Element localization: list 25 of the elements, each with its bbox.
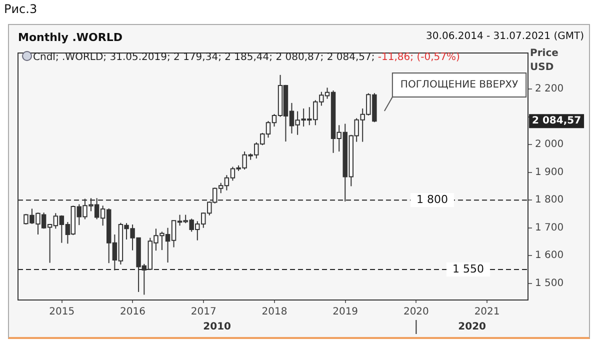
ref-line-label: 1 550 — [452, 262, 484, 276]
chart-subtitle: 30.06.2014 - 31.07.2021 (GMT) — [426, 31, 584, 42]
text: 2 084,57 — [532, 116, 582, 127]
text: Cndl; .WORLD; 31.05.2019; 2 179,34; 2 185,44; 2 080,87; 2 084,57; -11,86; (-0,57%) — [33, 52, 460, 63]
x-tick-label: 2018 — [262, 306, 288, 318]
y-tick-label: 1 500 — [535, 278, 564, 289]
text: Рис.3 — [4, 2, 38, 16]
x-tick-label: 2016 — [120, 306, 146, 318]
y-tick-label: 1 900 — [535, 166, 564, 178]
x-tick-label: 2020 — [403, 306, 429, 318]
y-tick-label: 1 800 — [535, 194, 564, 206]
ref-line-label: 1 800 — [416, 192, 448, 206]
y-axis-title: Price USD — [530, 47, 560, 75]
y-tick-label: 2 200 — [535, 84, 564, 95]
x-tick-label: 2015 — [49, 306, 75, 318]
y-tick-label: 2 000 — [535, 139, 564, 150]
y-tick-label: 1 600 — [535, 250, 564, 262]
annotation: ПОГЛОЩЕНИЕ ВВЕРХУ — [400, 80, 518, 91]
text: 2020 — [458, 322, 486, 333]
x-tick-label: 2017 — [190, 306, 216, 318]
x-tick-label: 2019 — [332, 306, 358, 318]
y-tick-label: 1 700 — [535, 222, 564, 234]
x-tick-label: 2021 — [474, 306, 500, 318]
chart-title: Monthly .WORLD — [18, 31, 122, 44]
text: 2010 — [203, 322, 232, 333]
